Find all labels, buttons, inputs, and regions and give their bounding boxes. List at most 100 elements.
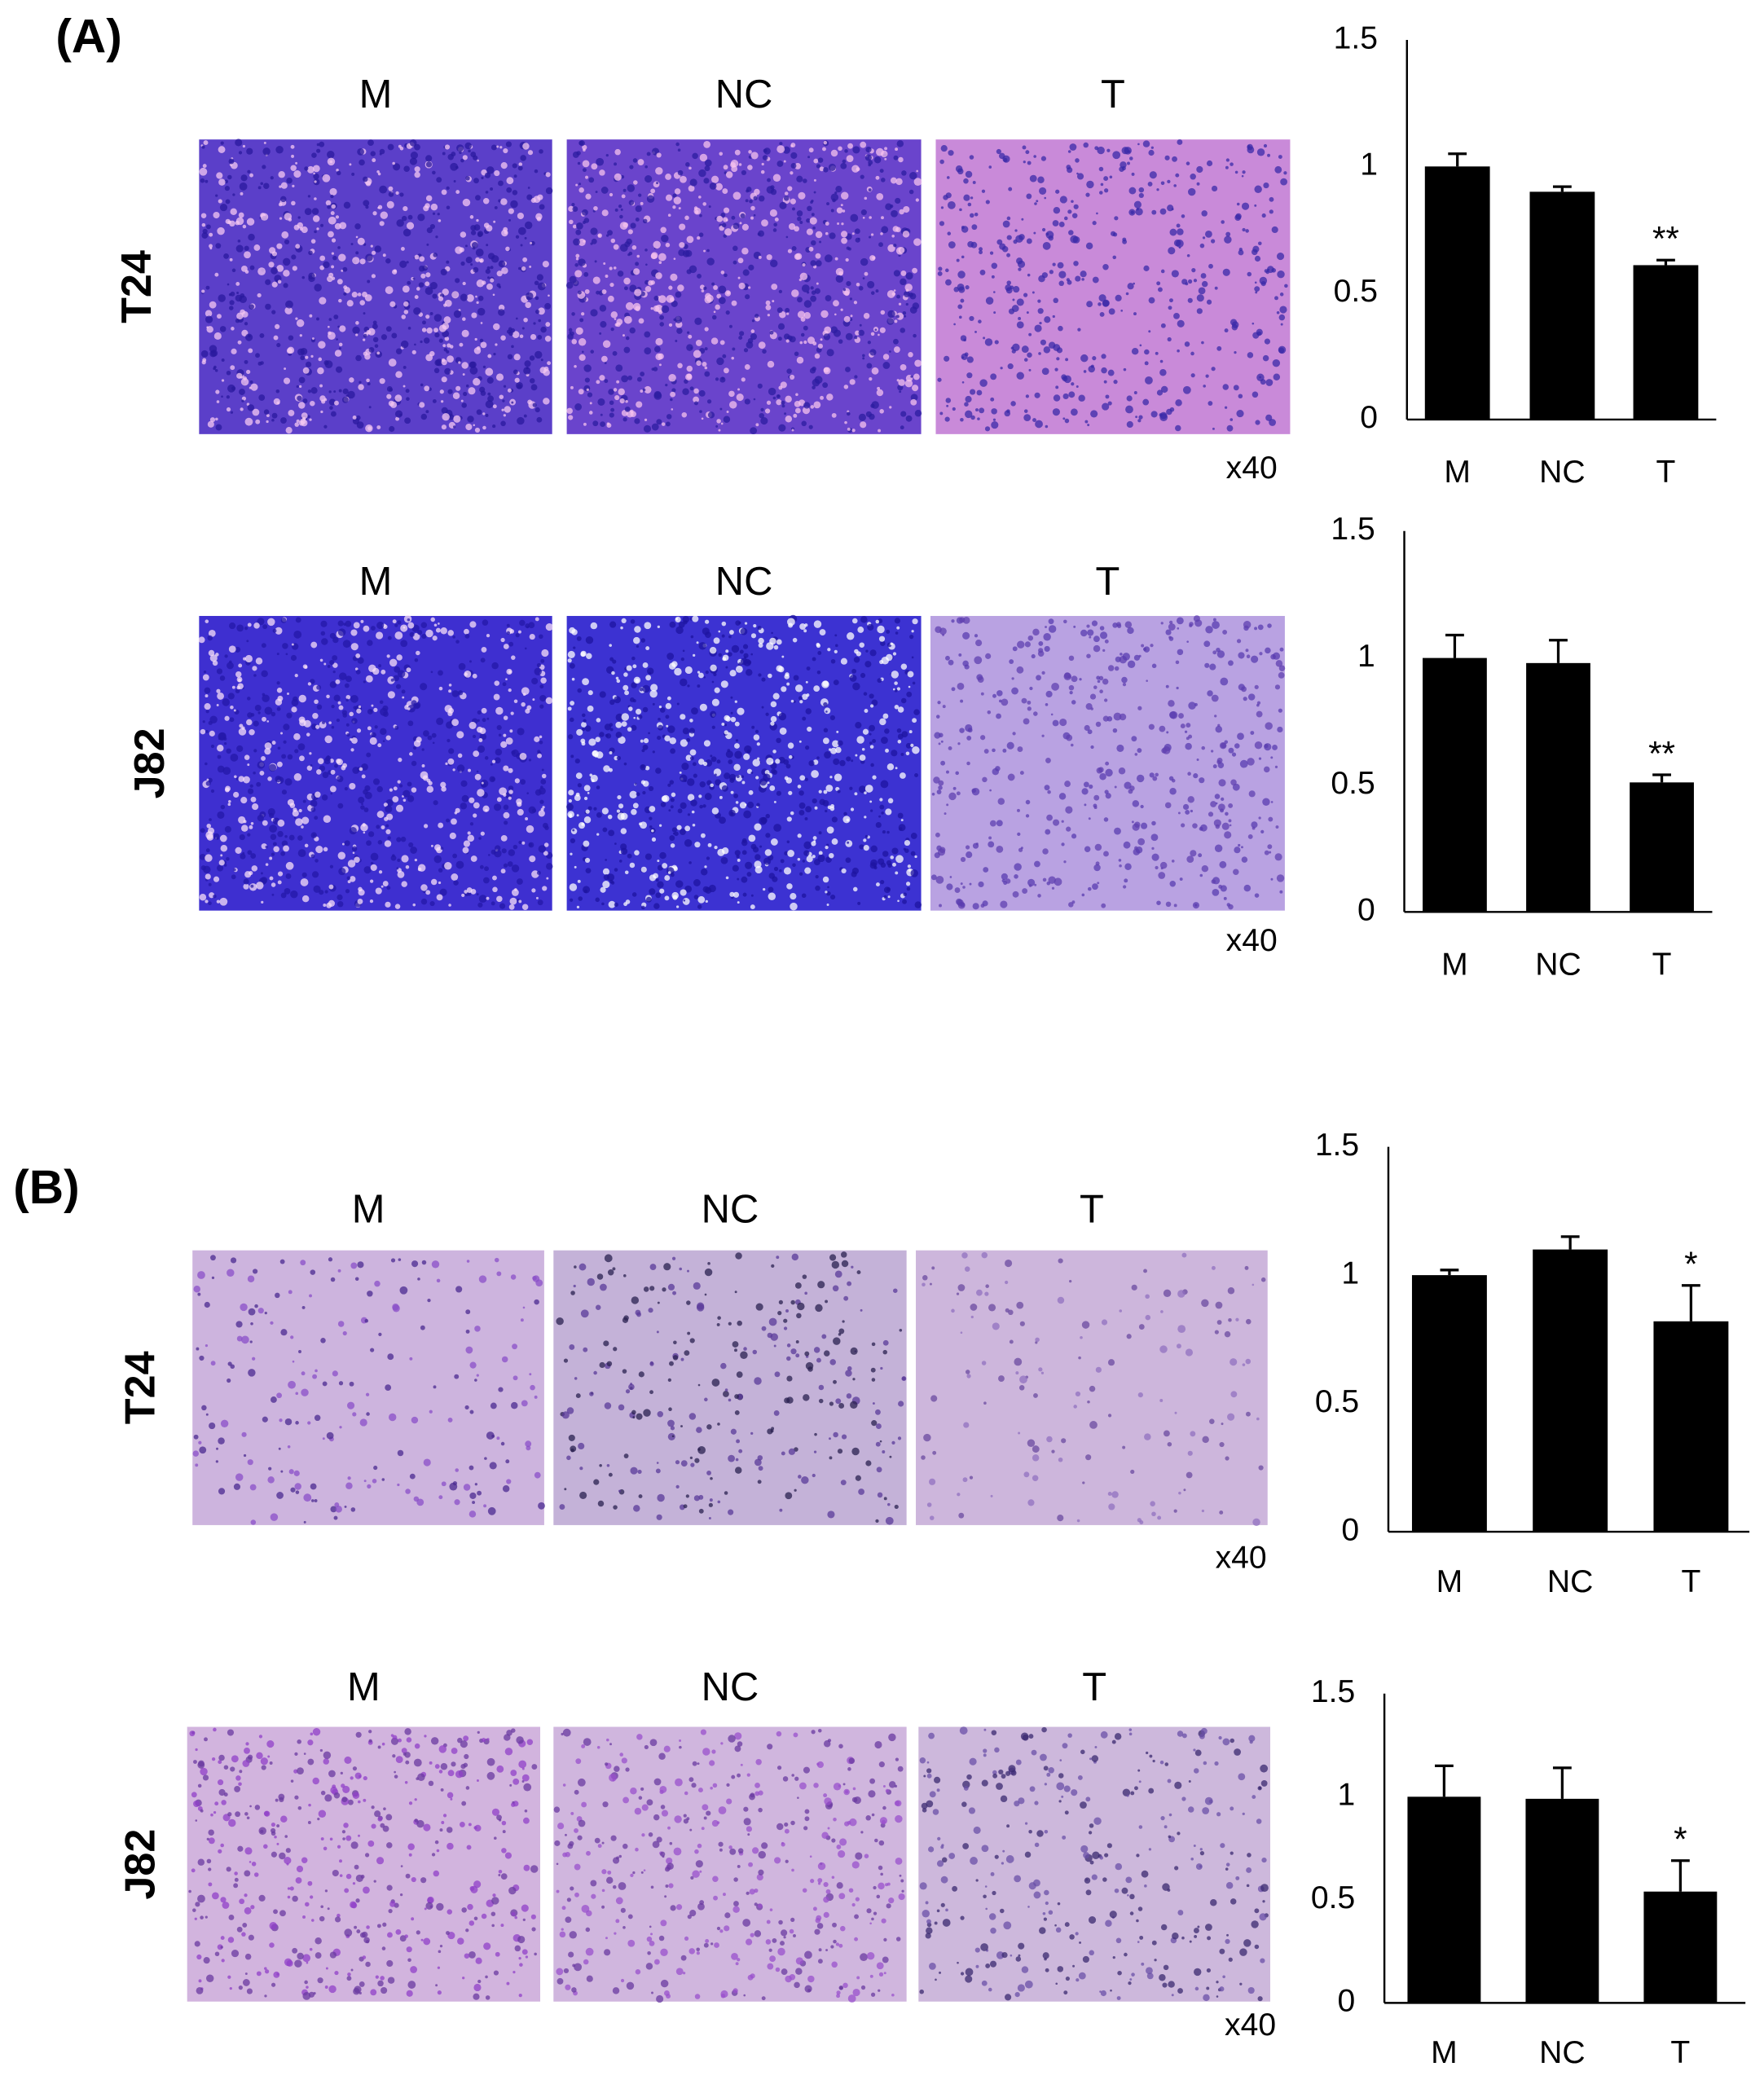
cell-dot: [713, 637, 720, 644]
cell-dot: [657, 881, 664, 888]
cell-dot: [250, 1321, 253, 1326]
cell-dot: [711, 698, 719, 706]
cell-dot: [410, 847, 418, 854]
cell-dot: [663, 1263, 671, 1271]
cell-dot: [785, 777, 793, 784]
cell-dot: [631, 1296, 640, 1304]
cell-dot: [718, 429, 721, 432]
cell-dot: [609, 723, 614, 727]
cell-dot: [914, 359, 922, 367]
cell-dot: [442, 288, 449, 296]
cell-dot: [319, 141, 325, 147]
cell-dot: [784, 191, 789, 196]
cell-dot: [910, 743, 914, 747]
cell-dot: [801, 284, 810, 292]
cell-dot: [461, 402, 467, 408]
cell-dot: [758, 195, 765, 202]
cell-dot: [360, 619, 364, 623]
cell-dot: [379, 221, 385, 226]
cell-dot: [858, 329, 864, 336]
cell-dot: [981, 189, 986, 193]
cell-dot: [854, 792, 858, 796]
cell-dot: [996, 713, 1001, 719]
cell-dot: [438, 338, 443, 343]
cell-dot: [960, 902, 966, 908]
cell-dot: [337, 628, 346, 636]
cell-dot: [414, 858, 418, 862]
cell-dot: [465, 257, 473, 264]
cell-dot: [205, 710, 209, 714]
cell-dot: [218, 199, 222, 204]
cell-dot: [460, 261, 465, 266]
cell-dot: [727, 749, 731, 753]
cell-dot: [738, 163, 742, 166]
cell-dot: [739, 222, 742, 225]
cell-dot: [425, 203, 430, 209]
cell-dot: [492, 875, 497, 881]
cell-dot: [704, 159, 712, 167]
cell-dot: [485, 400, 494, 409]
cell-dot: [614, 394, 620, 401]
cell-dot: [770, 721, 775, 726]
cell-dot: [545, 172, 551, 178]
cell-dot: [236, 1335, 243, 1342]
cell-dot: [211, 1276, 215, 1280]
cell-dot: [819, 166, 825, 172]
cell-dot: [397, 1483, 400, 1487]
cell-dot: [384, 816, 389, 821]
cell-dot: [408, 842, 414, 848]
cell-dot: [1270, 801, 1274, 803]
cell-dot: [1066, 826, 1071, 832]
cell-dot: [292, 266, 297, 271]
cell-dot: [741, 876, 748, 883]
cell-dot: [254, 705, 262, 711]
cell-dot: [732, 864, 739, 872]
cell-dot: [414, 166, 420, 173]
cell-dot: [483, 1504, 487, 1508]
cell-dot: [199, 893, 207, 901]
cell-dot: [508, 208, 514, 214]
cell-dot: [883, 886, 891, 894]
cell-dot: [1099, 626, 1105, 631]
cell-dot: [396, 654, 403, 661]
cell-dot: [855, 722, 862, 729]
cell-dot: [787, 850, 794, 857]
cell-dot: [322, 772, 329, 779]
cell-dot: [401, 215, 407, 222]
cell-dot: [595, 737, 600, 742]
cell-dot: [207, 827, 215, 834]
cell-dot: [621, 713, 630, 721]
cell-dot: [630, 619, 636, 624]
cell-dot: [1212, 618, 1216, 622]
cell-dot: [1270, 877, 1274, 881]
cell-dot: [217, 745, 224, 752]
cell-dot: [732, 347, 736, 351]
cell-dot: [512, 190, 518, 196]
cell-dot: [202, 228, 208, 235]
cell-dot: [1067, 150, 1071, 153]
cell-dot: [960, 856, 966, 863]
cell-dot: [247, 697, 251, 701]
cell-dot: [307, 389, 312, 394]
cell-dot: [672, 193, 677, 198]
cell-dot: [363, 789, 368, 795]
cell-dot: [881, 737, 888, 745]
cell-dot: [487, 395, 495, 402]
cell-dot: [494, 680, 500, 686]
cell-dot: [466, 1260, 470, 1263]
cell-dot: [812, 798, 817, 804]
cell-dot: [479, 338, 484, 343]
cell-dot: [1025, 814, 1030, 818]
cell-dot: [389, 788, 394, 792]
cell-dot: [1204, 662, 1210, 668]
cell-dot: [344, 840, 350, 847]
cell-dot: [761, 162, 764, 166]
cell-dot: [1230, 779, 1237, 786]
cell-dot: [230, 411, 234, 414]
cell-dot: [501, 1356, 508, 1363]
cell-dot: [1076, 385, 1079, 388]
cell-dot: [436, 177, 442, 183]
cell-dot: [975, 408, 979, 411]
cell-dot: [433, 367, 440, 374]
cell-dot: [1006, 216, 1011, 221]
